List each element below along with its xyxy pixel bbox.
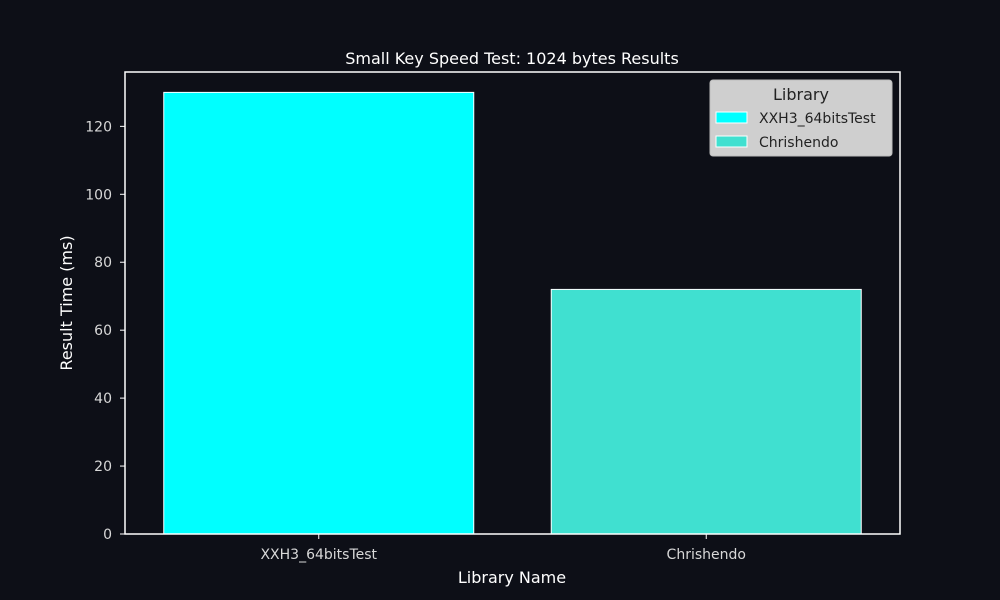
chart-title: Small Key Speed Test: 1024 bytes Results [345, 49, 679, 68]
y-axis-label: Result Time (ms) [57, 235, 76, 370]
bars-layer [163, 91, 862, 535]
y-tick-label: 100 [85, 187, 112, 203]
plot-frame [124, 71, 901, 535]
legend-swatch-1 [715, 111, 748, 124]
y-tick-label: 60 [94, 323, 112, 339]
legend-entry-label: XXH3_64bitsTest [759, 111, 876, 127]
y-tick-label: 120 [85, 119, 112, 135]
x-tick-label: XXH3_64bitsTest [260, 547, 377, 563]
y-tick-label: 40 [94, 391, 112, 407]
y-tick-label: 80 [94, 255, 112, 271]
y-tick-label: 0 [103, 527, 112, 543]
y-tick-label: 20 [94, 459, 112, 475]
legend-entries: XXH3_64bitsTest Chrishendo [715, 111, 876, 151]
y-axis: 0 20 40 60 80 100 120 [85, 119, 125, 543]
legend-title: Library [773, 85, 829, 104]
x-tick-label: Chrishendo [667, 547, 746, 563]
legend-box [709, 79, 893, 157]
x-axis: XXH3_64bitsTest Chrishendo [260, 534, 746, 563]
legend-swatch-2 [715, 135, 748, 148]
legend: Library XXH3_64bitsTest Chrishendo [709, 79, 893, 157]
bar-1 [163, 91, 475, 535]
legend-entry-label: Chrishendo [759, 135, 838, 151]
x-axis-label: Library Name [458, 568, 566, 587]
bar-2 [550, 288, 862, 535]
